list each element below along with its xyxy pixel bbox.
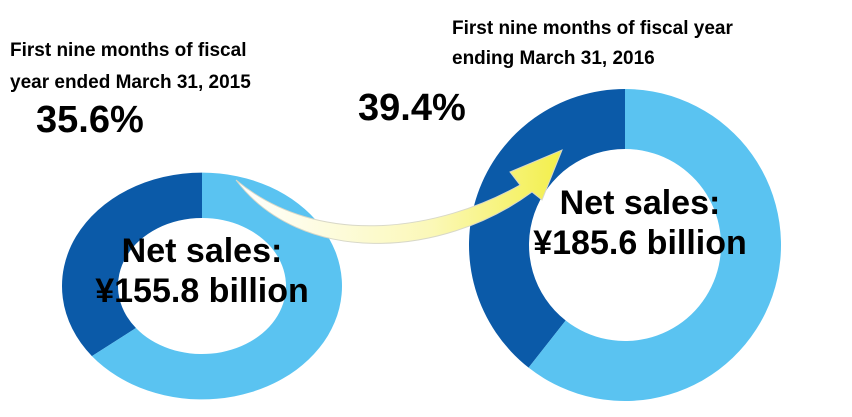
donut-segment [468,89,625,368]
donut-segment [528,89,781,401]
chart-subtitle: First nine months of fiscal [10,40,246,61]
center-text: ¥185.6 billion [533,224,747,262]
chart-subtitle: First nine months of fiscal year [452,18,733,39]
value-label: 39.4% [358,87,466,129]
donut-segment [62,172,202,357]
value-label: 35.6% [36,99,144,141]
chart-subtitle: year ended March 31, 2015 [10,72,251,93]
donut-segment [91,172,342,400]
center-text: Net sales: [560,184,721,222]
center-text: Net sales: [122,232,283,270]
center-text: ¥155.8 billion [95,272,309,310]
chart-subtitle: ending March 31, 2016 [452,48,655,69]
arrow [235,149,563,244]
